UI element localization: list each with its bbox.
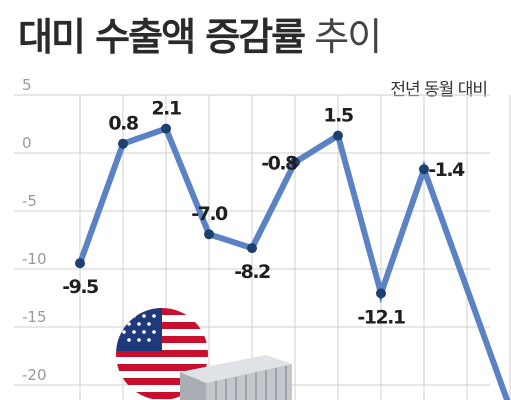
data-label: -0.8 xyxy=(261,152,298,174)
data-label: -12.1 xyxy=(357,306,405,328)
y-tick-label: -20 xyxy=(22,366,47,384)
data-label: -7.0 xyxy=(191,203,228,225)
data-labels: -9.5 0.8 2.1 -7.0 -8.2 -0.8 1.5 -12.1 -1.4 xyxy=(62,98,466,329)
data-point xyxy=(290,157,300,168)
data-label: 0.8 xyxy=(108,113,138,135)
chart-title: 대미 수출액 증감률 추이 xyxy=(18,15,382,59)
y-tick-label: -10 xyxy=(22,250,47,268)
data-markers xyxy=(75,123,429,299)
data-label: -1.4 xyxy=(428,159,465,181)
data-point xyxy=(118,138,128,149)
data-point xyxy=(161,123,171,134)
data-point xyxy=(333,130,343,141)
y-tick-label: -5 xyxy=(22,192,37,210)
chart-grid xyxy=(14,94,511,400)
y-tick-label: -15 xyxy=(22,308,47,326)
y-tick-label: 0 xyxy=(22,134,32,152)
data-label: 1.5 xyxy=(323,105,352,127)
data-point xyxy=(204,229,214,240)
data-point xyxy=(75,258,85,269)
data-point xyxy=(247,243,257,254)
series-line xyxy=(77,124,511,400)
y-axis-ticks: 5 0 -5 -10 -15 -20 xyxy=(22,76,47,384)
chart-title-sub: 추이 xyxy=(314,15,382,59)
data-label: -8.2 xyxy=(234,261,270,283)
y-tick-label: 5 xyxy=(22,76,32,94)
chart-title-main: 대미 수출액 증감률 xyxy=(18,15,306,59)
data-point xyxy=(419,164,429,175)
data-point xyxy=(376,288,386,299)
data-label: 2.1 xyxy=(151,98,180,120)
data-label: -9.5 xyxy=(62,276,98,298)
shipping-container-illustration xyxy=(180,355,292,400)
